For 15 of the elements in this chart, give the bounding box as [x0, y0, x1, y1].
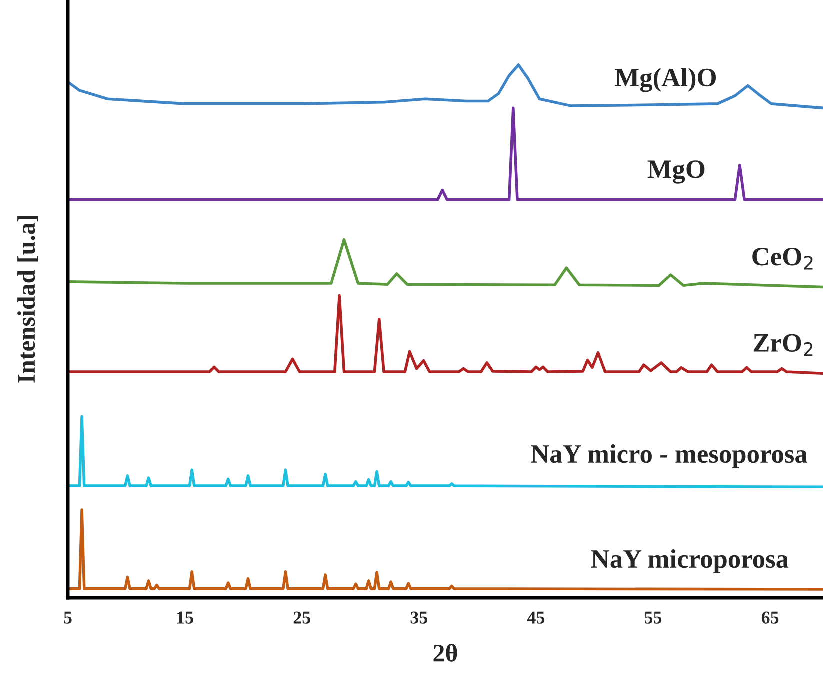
y-axis-title: Intensidad [u.a]: [18, 216, 38, 383]
series-label: MgO: [648, 160, 705, 184]
series-label: ZrO$_{2}$: [754, 334, 813, 356]
x-tick-label: 5: [64, 612, 72, 624]
x-tick-label: 15: [177, 612, 194, 624]
x-tick-label: 25: [294, 612, 310, 624]
x-tick-label: 35: [410, 612, 428, 624]
series-label: NaY micro - mesoporosa: [531, 444, 808, 468]
x-tick-label: 45: [527, 612, 545, 624]
series-label: Mg(Al)O: [615, 68, 716, 92]
x-tick-label: 55: [644, 612, 662, 624]
x-axis-title: 2θ: [434, 644, 458, 662]
series-label: CeO$_{2}$: [752, 248, 813, 270]
series-label: NaY microporosa: [591, 550, 789, 574]
x-tick-label: 65: [762, 612, 779, 624]
